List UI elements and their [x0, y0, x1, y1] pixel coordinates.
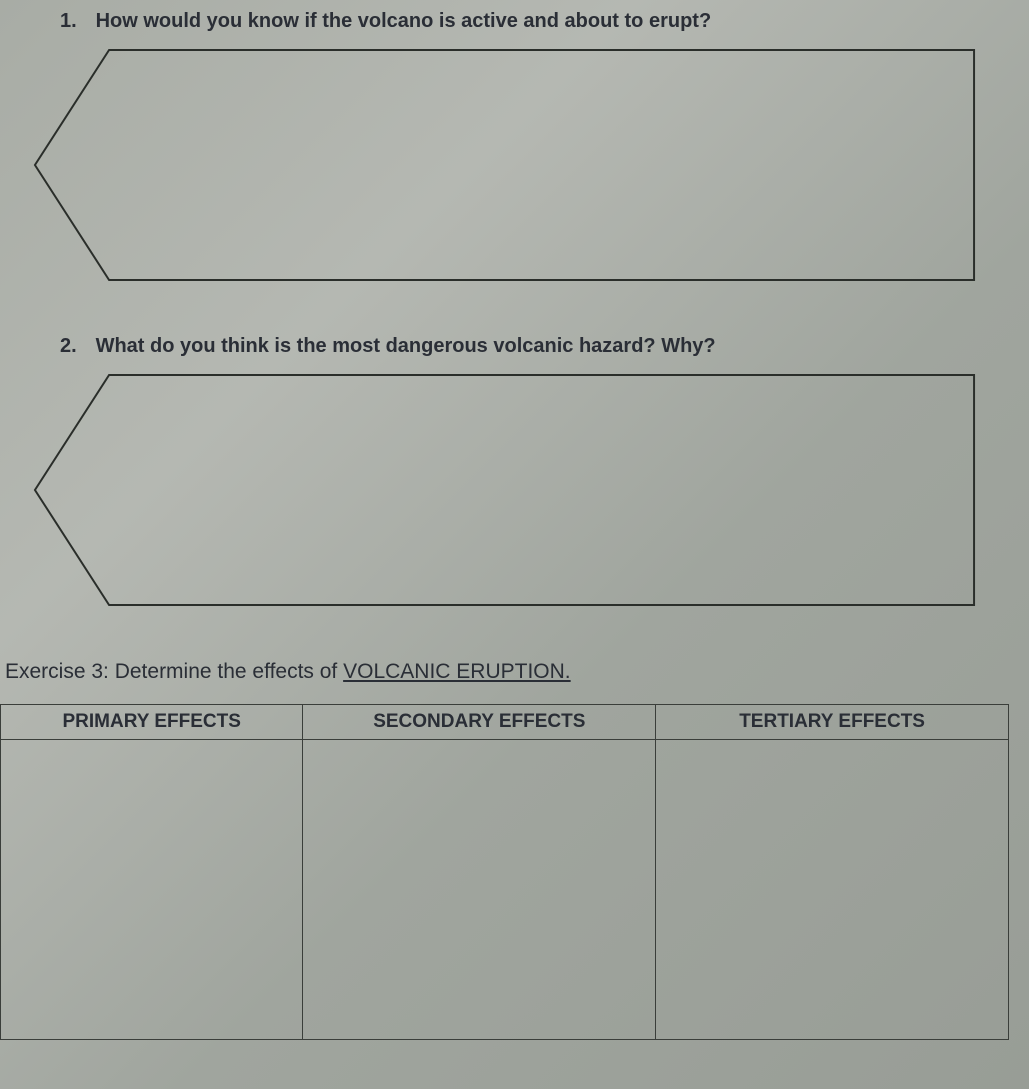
header-tertiary: TERTIARY EFFECTS: [656, 705, 1009, 740]
table-row: [1, 740, 1009, 1040]
question-1-text: 1. How would you know if the volcano is …: [60, 10, 1009, 33]
exercise-3-title: Exercise 3: Determine the effects of VOL…: [5, 660, 1009, 684]
arrow-shape-1: [30, 45, 979, 285]
question-2-prompt: What do you think is the most dangerous …: [96, 335, 716, 357]
worksheet-page: 1. How would you know if the volcano is …: [0, 0, 1029, 1040]
answer-box-2: [30, 370, 979, 610]
answer-box-1: [30, 45, 979, 285]
table-header-row: PRIMARY EFFECTS SECONDARY EFFECTS TERTIA…: [1, 705, 1009, 740]
effects-table: PRIMARY EFFECTS SECONDARY EFFECTS TERTIA…: [0, 704, 1009, 1040]
cell-primary: [1, 740, 303, 1040]
cell-secondary: [303, 740, 656, 1040]
question-2-block: 2. What do you think is the most dangero…: [0, 335, 1009, 610]
cell-tertiary: [656, 740, 1009, 1040]
question-2-number: 2.: [60, 335, 90, 358]
header-secondary: SECONDARY EFFECTS: [303, 705, 656, 740]
question-2-text: 2. What do you think is the most dangero…: [60, 335, 1009, 358]
question-1-block: 1. How would you know if the volcano is …: [0, 10, 1009, 285]
question-1-number: 1.: [60, 10, 90, 33]
exercise-underlined: VOLCANIC ERUPTION.: [343, 660, 571, 683]
question-1-prompt: How would you know if the volcano is act…: [96, 10, 712, 32]
arrow-shape-2: [30, 370, 979, 610]
header-primary: PRIMARY EFFECTS: [1, 705, 303, 740]
exercise-label: Exercise 3: Determine the effects of: [5, 660, 343, 683]
